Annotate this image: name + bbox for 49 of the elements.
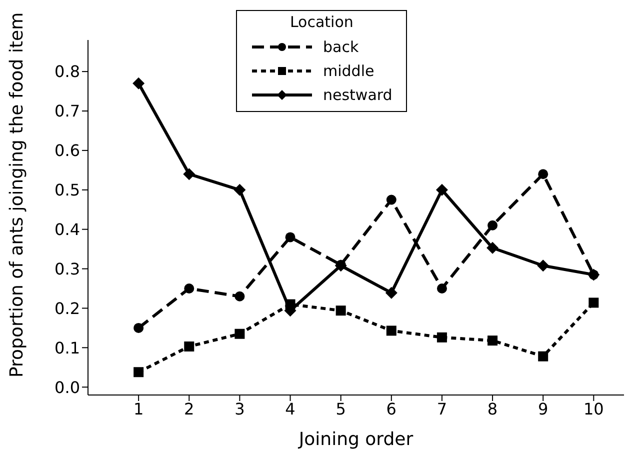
x-tick-label: 1 — [133, 399, 144, 418]
point — [336, 306, 346, 316]
point — [488, 336, 498, 346]
x-tick-label: 2 — [184, 399, 194, 418]
x-tick-label: 10 — [583, 399, 604, 418]
point — [132, 77, 145, 90]
point — [134, 367, 144, 378]
point — [234, 328, 245, 339]
point — [488, 220, 498, 230]
legend-title: Location — [288, 13, 354, 31]
point — [184, 284, 194, 294]
x-tick-label: 3 — [234, 399, 245, 418]
point — [386, 194, 396, 205]
point — [537, 260, 550, 272]
y-tick-label: 0.3 — [54, 259, 80, 278]
point — [436, 332, 447, 342]
point — [134, 322, 144, 333]
point — [234, 184, 246, 196]
point — [285, 232, 296, 242]
point — [436, 184, 448, 196]
point — [386, 326, 396, 336]
y-axis-title: Proportion of ants joinging the food item — [6, 12, 28, 378]
point — [538, 169, 548, 180]
x-tick-label: 9 — [538, 399, 548, 418]
legend-label: middle — [323, 62, 374, 80]
legend-label: back — [323, 38, 359, 56]
point — [385, 286, 398, 299]
y-tick-label: 0.6 — [54, 141, 80, 160]
x-axis-title: Joining order — [298, 429, 414, 450]
y-tick-label: 0.8 — [54, 62, 80, 82]
x-tick-label: 5 — [336, 399, 346, 418]
y-tick-label: 0.5 — [54, 180, 80, 200]
x-tick-label: 8 — [487, 399, 498, 418]
y-tick-label: 0.7 — [54, 102, 80, 121]
point — [486, 242, 499, 254]
x-tick-label: 6 — [386, 399, 396, 418]
point — [183, 168, 196, 180]
point — [588, 298, 599, 308]
y-tick-label: 0.2 — [54, 298, 80, 318]
x-tick-label: 7 — [436, 399, 448, 418]
point — [184, 341, 194, 352]
y-tick-label: 0.0 — [54, 378, 80, 397]
x-tick-label: 4 — [285, 399, 296, 418]
point — [538, 351, 548, 362]
point — [234, 291, 245, 302]
legend-label: nestward — [323, 86, 392, 104]
point — [436, 284, 447, 294]
y-tick-label: 0.4 — [54, 220, 80, 240]
y-tick-label: 0.1 — [54, 338, 80, 358]
